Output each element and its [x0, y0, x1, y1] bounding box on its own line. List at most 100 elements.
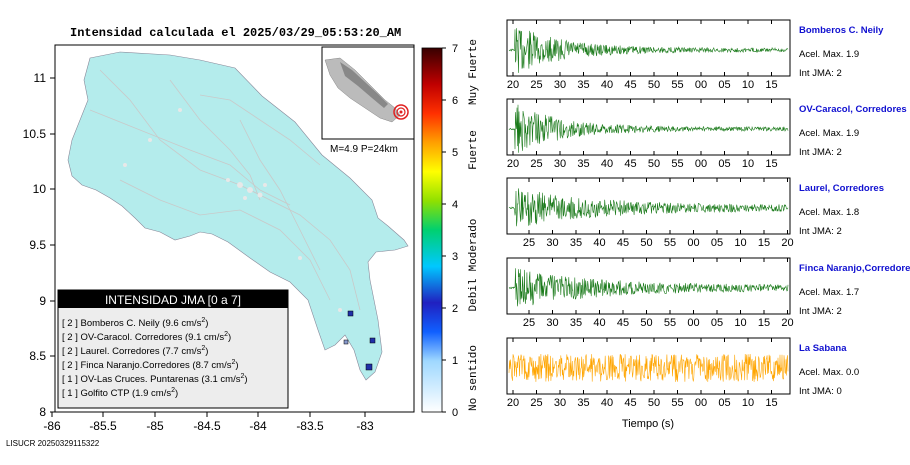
panel-x-tick-label: 55	[671, 79, 683, 91]
int-jma: Int JMA: 2	[799, 68, 842, 79]
inset-map: M=4.9 P=24km	[321, 46, 415, 155]
panel-x-tick-label: 35	[577, 79, 589, 91]
towns	[123, 108, 342, 312]
panel-x-tick-label: 15	[758, 317, 770, 329]
map-y-tick-label: 11	[34, 71, 47, 85]
panel-x-tick-label: 05	[718, 158, 730, 170]
colorbar-tick-label: 5	[452, 147, 458, 159]
map-y-tick-label: 9	[39, 294, 46, 308]
map-x-axis: -86 -85.5 -85 -84.5 -84 -83.5 -83	[43, 412, 374, 433]
epicenter-icon	[393, 104, 409, 120]
panel-x-tick-label: 00	[687, 237, 699, 249]
panel-x-tick-label: 25	[523, 237, 535, 249]
acel-max: Acel. Max. 1.7	[799, 287, 859, 298]
panel-x-tick-label: 45	[624, 158, 636, 170]
panel-x-tick-label: 50	[648, 397, 660, 409]
panel-x-tick-label: 15	[765, 397, 777, 409]
panel-x-tick-label: 20	[507, 158, 519, 170]
station-name: OV-Caracol, Corredores	[799, 104, 907, 115]
legend-item: [ 1 ] Golfito CTP (1.9 cm/s2)	[62, 387, 178, 399]
map-y-tick-label: 8.5	[29, 349, 46, 363]
map-y-tick-label: 10	[33, 182, 47, 196]
panel-x-tick-label: 45	[617, 237, 629, 249]
panel-x-tick-label: 50	[648, 158, 660, 170]
seismogram-panel: 20 25 30 35 40 45 50 55 00 05 10 15 Bomberos C. Neil…	[506, 19, 884, 91]
panel-x-tick-label: 35	[577, 158, 589, 170]
legend-item: [ 2 ] OV-Caracol. Corredores (9.1 cm/s2)	[62, 331, 231, 343]
panel-x-tick-label: 40	[601, 397, 613, 409]
waveform-line	[508, 28, 789, 73]
map-x-tick-label: -83	[356, 419, 374, 433]
map-x-tick-label: -85.5	[89, 419, 117, 433]
int-jma: Int JMA: 0	[799, 386, 842, 397]
map-title: Intensidad calculada el 2025/03/29_05:53…	[70, 26, 401, 40]
legend-item: [ 1 ] OV-Las Cruces. Puntarenas (3.1 cm/…	[62, 373, 248, 385]
acel-max: Acel. Max. 1.8	[799, 207, 859, 218]
colorbar-tick-label: 3	[452, 251, 458, 263]
panel-x-tick-label: 00	[695, 397, 707, 409]
colorbar-tick-label: 6	[452, 95, 458, 107]
panel-x-tick-label: 35	[570, 237, 582, 249]
legend-item: [ 2 ] Laurel. Corredores (7.7 cm/s2)	[62, 345, 208, 357]
station-name: Bomberos C. Neily	[799, 25, 884, 36]
panel-x-tick-label: 30	[554, 158, 566, 170]
station-name: La Sabana	[799, 343, 847, 354]
panel-x-tick-label: 00	[687, 317, 699, 329]
waveform-line	[508, 268, 789, 307]
waveform-line	[508, 188, 789, 227]
panel-x-tick-label: 50	[640, 317, 652, 329]
station-name: Laurel, Corredores	[799, 183, 884, 194]
panel-x-tick-label: 10	[742, 158, 754, 170]
int-jma: Int JMA: 2	[799, 306, 842, 317]
seismogram-panel: 20 25 30 35 40 45 50 55 00 05 10 15 La Sabana Acel. M…	[506, 337, 859, 409]
map-x-tick-label: -84.5	[193, 419, 221, 433]
colorbar-label: No sentido	[468, 345, 480, 411]
waveform-line	[508, 353, 789, 382]
panel-x-tick-label: 10	[734, 237, 746, 249]
intensity-legend: INTENSIDAD JMA [0 a 7] [ 2 ] Bomberos C.…	[57, 289, 289, 409]
panel-x-tick-label: 55	[664, 237, 676, 249]
panel-x-tick-label: 00	[695, 158, 707, 170]
panel-x-tick-label: 55	[664, 317, 676, 329]
colorbar-tick-label: 2	[452, 303, 458, 315]
panel-x-tick-label: 40	[593, 237, 605, 249]
colorbar: 7 6 5 4 3 2 1 0 Muy Fuerte Fuerte Moderado Debil No…	[421, 39, 480, 419]
panel-x-tick-label: 35	[570, 317, 582, 329]
seismogram-panel: 25 30 35 40 45 50 55 00 05 10 15 20 Finca Naranjo,Co…	[506, 257, 910, 329]
station-marker	[343, 339, 349, 345]
panel-x-tick-label: 25	[530, 79, 542, 91]
map-x-tick-label: -85	[146, 419, 164, 433]
acel-max: Acel. Max. 1.9	[799, 49, 859, 60]
panel-x-tick-label: 15	[765, 158, 777, 170]
panel-x-tick-label: 40	[601, 158, 613, 170]
seismogram-panel: 20 25 30 35 40 45 50 55 00 05 10 15 OV-Caracol, Corr…	[506, 98, 907, 170]
station-marker	[347, 310, 354, 317]
panel-x-tick-label: 20	[781, 317, 793, 329]
int-jma: Int JMA: 2	[799, 147, 842, 158]
panel-x-tick-label: 25	[530, 397, 542, 409]
panel-x-tick-label: 20	[507, 397, 519, 409]
colorbar-label: Moderado	[468, 219, 480, 272]
colorbar-tick-label: 4	[452, 199, 458, 211]
waveform-line	[508, 104, 789, 153]
seismogram-panel: 25 30 35 40 45 50 55 00 05 10 15 20 Laurel, Corredor…	[506, 177, 884, 249]
panel-x-tick-label: 45	[624, 397, 636, 409]
station-name: Finca Naranjo,Corredores	[799, 263, 910, 274]
panel-x-tick-label: 10	[742, 397, 754, 409]
land-mass	[67, 51, 409, 381]
station-marker	[365, 363, 373, 371]
legend-item: [ 2 ] Finca Naranjo.Corredores (8.7 cm/s…	[62, 359, 239, 371]
panel-x-tick-label: 25	[530, 158, 542, 170]
colorbar-label: Muy Fuerte	[468, 39, 480, 105]
panel-x-tick-label: 55	[671, 158, 683, 170]
acel-max: Acel. Max. 1.9	[799, 128, 859, 139]
panel-x-tick-label: 30	[554, 79, 566, 91]
panel-x-tick-label: 35	[577, 397, 589, 409]
map-x-tick-label: -83.5	[296, 419, 324, 433]
panel-x-tick-label: 15	[758, 237, 770, 249]
map-x-tick-label: -84	[249, 419, 267, 433]
panel-x-tick-label: 10	[742, 79, 754, 91]
map-x-tick-label: -86	[43, 419, 61, 433]
panel-x-tick-label: 00	[695, 79, 707, 91]
